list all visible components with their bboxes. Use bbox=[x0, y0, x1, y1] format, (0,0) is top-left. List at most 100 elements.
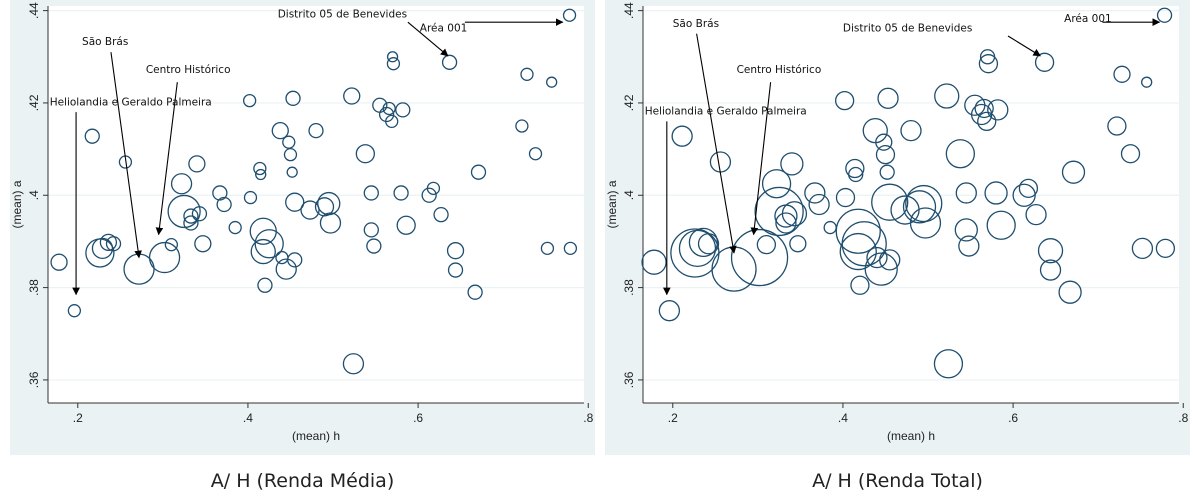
data-point bbox=[366, 238, 382, 254]
data-point bbox=[730, 228, 789, 287]
data-point bbox=[212, 185, 228, 201]
data-point bbox=[393, 185, 409, 201]
data-point bbox=[317, 191, 341, 216]
x-tick-label: .4 bbox=[838, 411, 848, 425]
annotation-label: Aréa 001 bbox=[420, 22, 468, 34]
data-point bbox=[355, 144, 375, 164]
x-tick-label: .4 bbox=[243, 411, 253, 425]
data-point bbox=[789, 235, 807, 253]
data-point bbox=[909, 207, 942, 239]
y-tick-label: .4 bbox=[622, 190, 636, 200]
data-point bbox=[540, 241, 555, 256]
data-point bbox=[433, 207, 449, 223]
data-point bbox=[1039, 259, 1062, 281]
data-point bbox=[242, 93, 257, 108]
data-point bbox=[271, 121, 289, 140]
data-point bbox=[761, 169, 792, 199]
chart-caption-renda-total: A/ H (Renda Total) bbox=[812, 470, 983, 492]
data-point bbox=[300, 200, 320, 220]
data-point bbox=[986, 210, 1016, 240]
data-point bbox=[314, 197, 335, 217]
data-point bbox=[67, 304, 82, 318]
data-point bbox=[641, 249, 667, 275]
annotation-arrow bbox=[696, 33, 737, 254]
data-point bbox=[342, 353, 365, 375]
data-point bbox=[1156, 7, 1173, 23]
data-point bbox=[958, 235, 980, 257]
data-point bbox=[671, 125, 693, 147]
y-tick-label: .44 bbox=[27, 2, 41, 19]
data-point bbox=[1018, 178, 1039, 198]
data-point bbox=[835, 208, 881, 254]
x-tick-label: .2 bbox=[73, 411, 83, 425]
x-tick-label: .2 bbox=[668, 411, 678, 425]
y-tick-label: .42 bbox=[27, 94, 41, 111]
data-point bbox=[871, 183, 909, 221]
data-point bbox=[841, 221, 887, 267]
data-point bbox=[91, 237, 114, 260]
annotation-label: Centro Histórico bbox=[146, 64, 231, 76]
annotation-label: Heliolandia e Geraldo Palmeira bbox=[645, 105, 807, 117]
data-point bbox=[520, 67, 534, 81]
data-point bbox=[84, 128, 100, 144]
data-point bbox=[467, 284, 483, 300]
data-point bbox=[343, 87, 361, 105]
data-point bbox=[363, 222, 379, 238]
plot-region bbox=[643, 6, 1179, 403]
annotation-label: Centro Histórico bbox=[737, 64, 822, 76]
data-point bbox=[775, 212, 797, 234]
data-point bbox=[250, 238, 276, 265]
data-point bbox=[1113, 65, 1131, 83]
data-point bbox=[845, 158, 865, 179]
y-tick-label: .4 bbox=[27, 190, 41, 200]
data-point bbox=[282, 135, 296, 149]
data-point bbox=[470, 164, 487, 180]
data-point bbox=[1037, 238, 1064, 264]
data-point bbox=[257, 277, 273, 293]
data-point bbox=[319, 212, 342, 234]
data-point bbox=[834, 90, 855, 111]
data-point bbox=[528, 147, 543, 161]
data-point bbox=[275, 258, 297, 280]
y-tick-label: .36 bbox=[622, 371, 636, 388]
y-axis-label: (mean) a bbox=[605, 180, 619, 228]
data-point bbox=[902, 190, 937, 224]
data-point bbox=[848, 166, 864, 183]
annotation-arrow bbox=[1007, 35, 1041, 57]
annotation-arrow bbox=[110, 52, 142, 259]
x-tick-label: .6 bbox=[413, 411, 423, 425]
data-point bbox=[228, 220, 242, 235]
chart-caption-renda-media: A/ H (Renda Média) bbox=[210, 470, 395, 492]
scatter-chart-renda-media: .36 .38 .4 .42 .44 .2 .4 .6 .8 (mean) h (mean) a Sã… bbox=[10, 0, 595, 455]
data-point bbox=[934, 83, 960, 109]
data-points bbox=[641, 7, 1176, 379]
x-tick-label: .6 bbox=[1008, 411, 1018, 425]
data-point bbox=[866, 246, 888, 269]
x-tick-label: .8 bbox=[583, 411, 593, 425]
data-point bbox=[148, 241, 181, 274]
x-tick-label: .8 bbox=[1178, 411, 1188, 425]
data-point bbox=[835, 187, 856, 208]
data-point bbox=[396, 215, 416, 235]
y-tick-label: .36 bbox=[27, 371, 41, 388]
data-point bbox=[875, 144, 896, 165]
data-point bbox=[754, 186, 804, 237]
data-point bbox=[877, 87, 899, 109]
data-point bbox=[382, 101, 396, 116]
annotation-label: Distrito 05 de Benevides bbox=[843, 22, 972, 34]
annotation-label: Distrito 05 de Benevides bbox=[278, 9, 407, 21]
data-point bbox=[879, 164, 895, 180]
data-point bbox=[839, 232, 877, 271]
annotation-label: São Brás bbox=[82, 36, 128, 48]
data-point bbox=[164, 238, 179, 252]
data-point bbox=[255, 168, 267, 181]
data-point bbox=[50, 253, 68, 271]
data-point bbox=[688, 227, 719, 258]
data-point bbox=[658, 300, 681, 322]
data-point bbox=[562, 8, 577, 22]
data-point bbox=[1120, 144, 1141, 164]
data-points bbox=[50, 8, 578, 375]
annotation-arrow bbox=[155, 82, 178, 236]
data-point bbox=[864, 252, 898, 286]
y-axis-label: (mean) a bbox=[10, 180, 24, 228]
